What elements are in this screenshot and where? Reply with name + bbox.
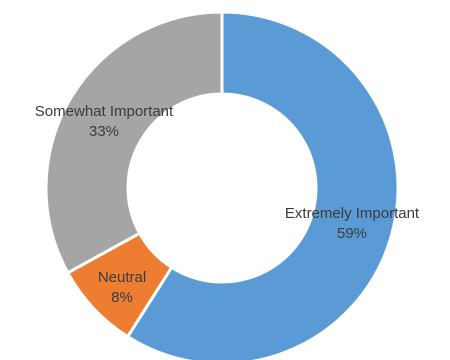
- slice-label-extremely-important: Extremely Important 59%: [285, 205, 420, 242]
- slice-extremely-important: [125, 10, 400, 360]
- slices-layer: [44, 10, 400, 360]
- slice-value-label: 33%: [89, 123, 119, 140]
- slice-value-label: 59%: [337, 225, 367, 242]
- slice-category-label: Somewhat Important: [35, 103, 174, 120]
- labels-layer: Extremely Important 59% Neutral 8% Somewhat …: [35, 103, 420, 306]
- slice-label-neutral: Neutral 8%: [98, 269, 146, 306]
- slice-label-somewhat-important: Somewhat Important 33%: [35, 103, 174, 140]
- slice-somewhat-important: [44, 10, 224, 275]
- slice-category-label: Extremely Important: [285, 205, 420, 222]
- slice-category-label: Neutral: [98, 269, 146, 286]
- slice-value-label: 8%: [111, 289, 133, 306]
